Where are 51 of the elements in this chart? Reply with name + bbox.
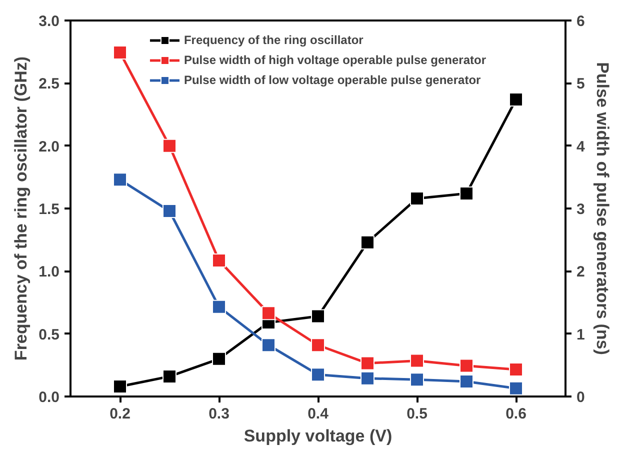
y-tick-label: 0.5 (38, 326, 60, 344)
legend-label: Frequency of the ring oscillator (184, 33, 364, 47)
point (212, 254, 226, 268)
point (360, 371, 374, 386)
point (262, 338, 276, 352)
y2-tick-label: 0 (576, 389, 585, 406)
point (509, 362, 523, 377)
x-tick-label: 0.2 (110, 406, 130, 422)
x-tick-label: 0.5 (406, 406, 428, 422)
point (509, 381, 523, 396)
point (162, 138, 176, 153)
point (460, 374, 474, 388)
point (311, 368, 325, 382)
y-tick-label: 2.0 (38, 138, 60, 156)
y2-tick-label: 2 (576, 264, 585, 281)
point (212, 352, 226, 366)
y2-axis-title: Pulse width of pulse generators (ns) (592, 62, 612, 355)
y-tick-label: 1.5 (38, 201, 60, 218)
x-tick-label: 0.3 (208, 406, 230, 422)
x-axis-title: Supply voltage (V) (244, 426, 392, 446)
point (162, 204, 176, 218)
y-tick-label: 3.0 (38, 13, 60, 30)
point (360, 235, 374, 250)
x-tick-label: 0.4 (308, 406, 330, 422)
point (262, 306, 276, 320)
point (113, 379, 127, 394)
y-tick-label: 2.5 (38, 76, 60, 93)
point (212, 300, 226, 314)
y-tick-label: 0.0 (38, 389, 60, 406)
legend-label: Pulse width of high voltage operable pulse generator (184, 53, 486, 67)
point (311, 338, 325, 352)
y2-tick-label: 1 (576, 326, 585, 344)
point (460, 186, 474, 200)
point (410, 354, 424, 368)
legend-label: Pulse width of low voltage operable pulse generator (184, 73, 481, 87)
y2-tick-label: 5 (576, 76, 585, 93)
point (360, 356, 374, 370)
y2-tick-label: 6 (576, 13, 585, 30)
point (311, 309, 325, 324)
point (509, 92, 523, 106)
y2-tick-label: 3 (576, 201, 585, 218)
y2-tick-label: 4 (576, 138, 586, 156)
y-axis-title: Frequency of the ring oscillator (GHz) (12, 56, 31, 361)
point (410, 191, 424, 206)
point (460, 358, 474, 373)
x-tick-label: 0.6 (506, 406, 526, 422)
y-tick-label: 1.0 (38, 264, 60, 281)
point (410, 372, 424, 387)
point (113, 172, 127, 187)
point (162, 369, 176, 384)
point (113, 45, 127, 60)
